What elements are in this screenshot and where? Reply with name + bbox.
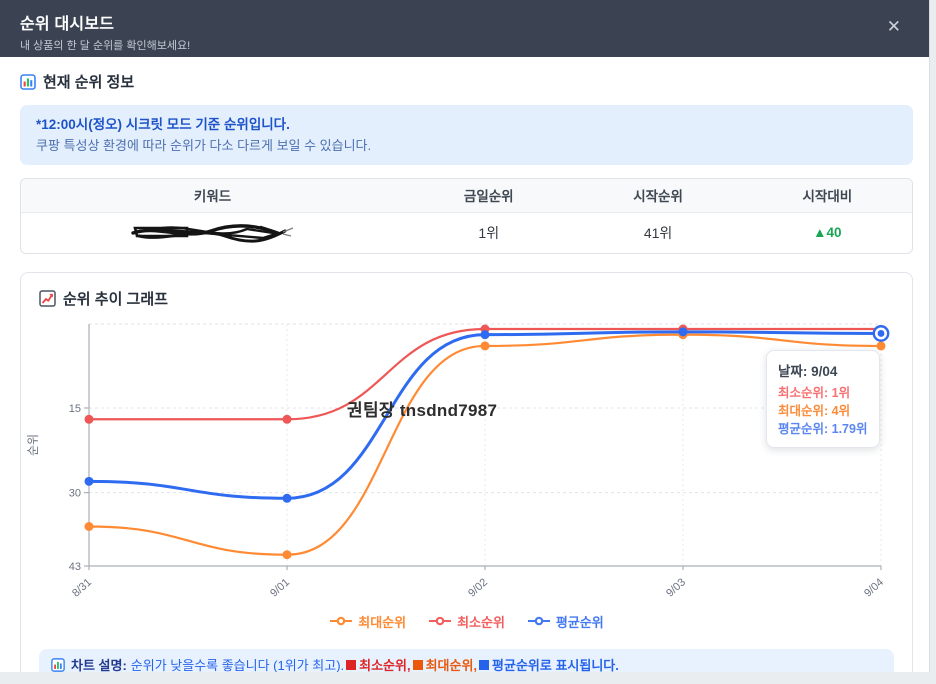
close-icon[interactable]: ✕ [886,17,901,36]
notice-line2: 쿠팡 특성상 환경에 따라 순위가 다소 다르게 보일 수 있습니다. [36,138,372,153]
tooltip-date: 날짜: 9/04 [778,364,838,379]
chart-title: 순위 추이 그래프 [63,291,168,308]
chart-footnote: 차트 설명: 순위가 낮을수록 좋습니다 (1위가 최고). 최소순위, 최대순… [39,649,894,672]
tooltip-min-rank: 최소순위: 1위 [778,386,851,400]
col-keyword: 키워드 [21,179,405,213]
col-vs-start: 시작대비 [742,179,912,213]
min-rank-swatch [346,659,357,670]
start-rank-cell: 41위 [643,224,673,241]
footnote-min-rank: 최소순위, [359,658,411,672]
footnote-desc: 순위가 낮을수록 좋습니다 (1위가 최고). [130,658,345,672]
rank-dashboard-modal: 순위 대시보드 내 상품의 한 달 순위를 확인해보세요! ✕ 현재 순위 정보… [0,0,930,672]
svg-text:9/01: 9/01 [268,576,292,599]
footnote-avg-rank: 평균순위로 표시됩니다. [492,658,619,672]
notice-line1: *12:00시(정오) 시크릿 모드 기준 순위입니다. [36,117,290,132]
svg-text:43: 43 [69,561,81,573]
svg-text:30: 30 [69,488,81,500]
svg-text:9/02: 9/02 [466,576,490,599]
chart-title-row: 순위 추이 그래프 [21,288,912,309]
table-row: 1위 41위 ▲40 [21,212,912,253]
tooltip-avg-rank: 평균순위: 1.79위 [778,422,868,436]
legend-marker-icon [527,616,550,626]
rank-trend-card: 순위 추이 그래프 15 30 43 8/31 9/01 9/02 9/03 9/04 순위 권… [20,272,913,672]
svg-text:9/03: 9/03 [664,576,688,599]
avg-rank-swatch [479,659,490,670]
svg-text:9/04: 9/04 [862,576,886,599]
page-subtitle: 내 상품의 한 달 순위를 확인해보세요! [20,40,191,52]
trend-chart-icon [39,290,56,307]
bar-chart-icon [20,73,36,90]
vs-start-cell: ▲40 [813,225,842,241]
svg-text:순위: 순위 [26,434,40,456]
watermark: 권팀장 tnsdnd7987 [347,401,498,420]
legend-item-min-rank[interactable]: 최소순위 [428,612,505,631]
svg-text:8/31: 8/31 [70,576,94,599]
legend-item-avg-rank[interactable]: 평균순위 [527,612,604,631]
keyword-cell [21,212,404,253]
secret-mode-notice: *12:00시(정오) 시크릿 모드 기준 순위입니다. 쿠팡 특성상 환경에 … [20,105,913,165]
chart-area: 15 30 43 8/31 9/01 9/02 9/03 9/04 순위 권팀장 tnsdnd7… [21,314,912,606]
bar-chart-icon [51,657,65,672]
rank-table: 키워드 금일순위 시작순위 시작대비 [20,178,913,254]
page-title: 순위 대시보드 [20,16,115,33]
today-rank-cell: 1위 [478,224,500,241]
col-today-rank: 금일순위 [404,179,574,213]
modal-header: 순위 대시보드 내 상품의 한 달 순위를 확인해보세요! ✕ [0,0,929,57]
table-header-row: 키워드 금일순위 시작순위 시작대비 [21,179,912,213]
rank-trend-chart: 15 30 43 8/31 9/01 9/02 9/03 9/04 순위 [26,323,890,600]
chart-tooltip: 날짜: 9/04 최소순위: 1위 최대순위: 4위 평균순위: 1.79위 [766,350,880,448]
legend-marker-icon [330,616,353,626]
legend-item-max-rank[interactable]: 최대순위 [329,612,406,631]
max-rank-swatch [412,659,423,670]
current-rank-section-title: 현재 순위 정보 [20,71,912,92]
legend-marker-icon [429,616,452,626]
footnote-max-rank: 최대순위, [425,658,478,672]
chart-legend: 최대순위 최소순위 평균순위 [21,610,912,632]
modal-content: 현재 순위 정보 *12:00시(정오) 시크릿 모드 기준 순위입니다. 쿠팡… [0,57,929,672]
tooltip-max-rank: 최대순위: 4위 [778,404,851,418]
col-start-rank: 시작순위 [573,179,743,213]
keyword-redaction-scribble [127,223,299,243]
footnote-label: 차트 설명: [71,658,127,672]
svg-text:15: 15 [69,403,81,415]
